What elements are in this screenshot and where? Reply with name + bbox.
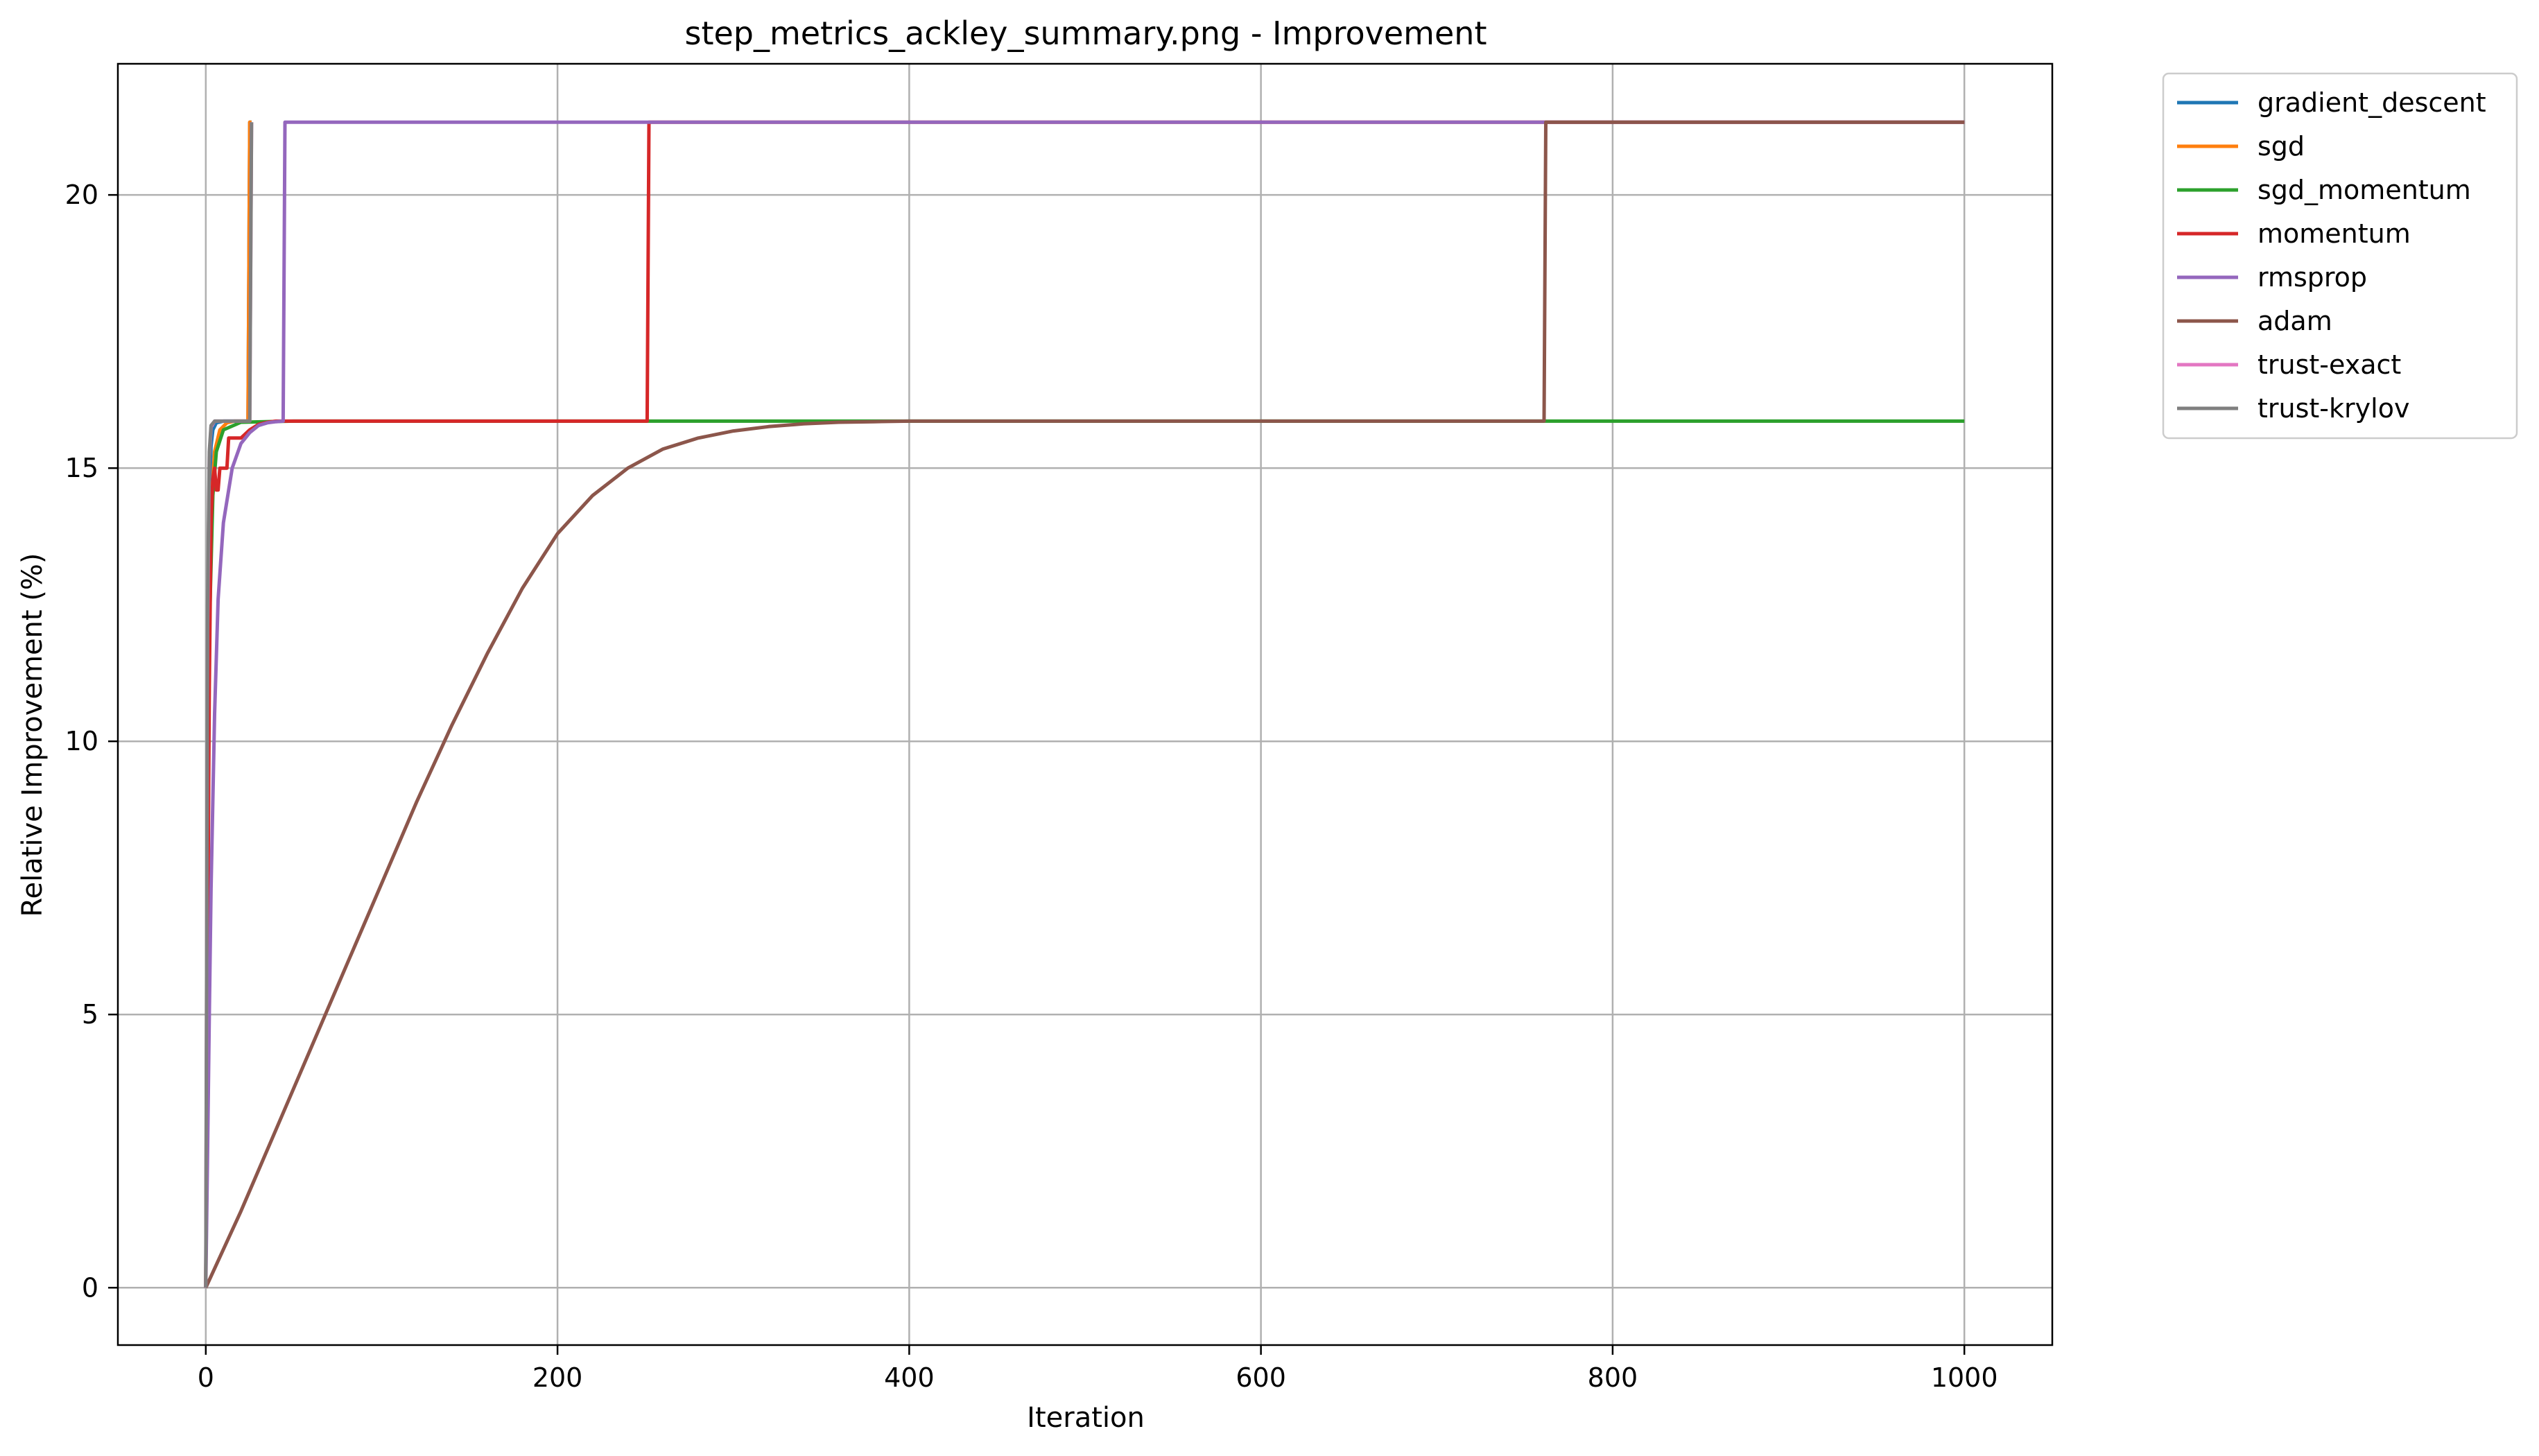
plot-area-frame bbox=[116, 62, 2054, 1346]
x-tick-label: 1000 bbox=[1931, 1362, 1998, 1393]
y-tick-label: 10 bbox=[65, 726, 98, 756]
legend-label: rmsprop bbox=[2258, 262, 2367, 293]
series-line-adam bbox=[204, 120, 1965, 1289]
legend-label: sgd_momentum bbox=[2258, 175, 2471, 205]
legend-label: adam bbox=[2258, 306, 2332, 336]
legend-label: trust-exact bbox=[2258, 349, 2401, 380]
chart-title: step_metrics_ackley_summary.png - Improv… bbox=[685, 15, 1487, 52]
legend-box bbox=[2162, 72, 2518, 440]
grid bbox=[118, 64, 2052, 1345]
x-tick-label: 0 bbox=[198, 1362, 214, 1393]
y-tick-label: 0 bbox=[82, 1272, 98, 1303]
axis-ticks: 0 200 400 600 800 1000 0 5 10 15 20 bbox=[65, 180, 1998, 1393]
series-line-rmsprop bbox=[204, 120, 1965, 1288]
y-tick-label: 20 bbox=[65, 180, 98, 210]
y-tick-label: 15 bbox=[65, 453, 98, 483]
y-axis-label: Relative Improvement (%) bbox=[17, 553, 49, 917]
legend-label: momentum bbox=[2258, 218, 2411, 249]
legend-label: trust-krylov bbox=[2258, 393, 2409, 424]
series-lines bbox=[204, 120, 1965, 1289]
series-line-trust-krylov bbox=[204, 122, 254, 1288]
y-tick-label: 5 bbox=[82, 999, 98, 1030]
x-tick-label: 600 bbox=[1236, 1362, 1286, 1393]
x-tick-label: 400 bbox=[884, 1362, 935, 1393]
x-tick-label: 200 bbox=[532, 1362, 583, 1393]
legend-label: sgd bbox=[2258, 131, 2305, 162]
x-axis-label: Iteration bbox=[1027, 1402, 1145, 1434]
legend-label: gradient_descent bbox=[2258, 87, 2486, 118]
x-tick-label: 800 bbox=[1588, 1362, 1638, 1393]
